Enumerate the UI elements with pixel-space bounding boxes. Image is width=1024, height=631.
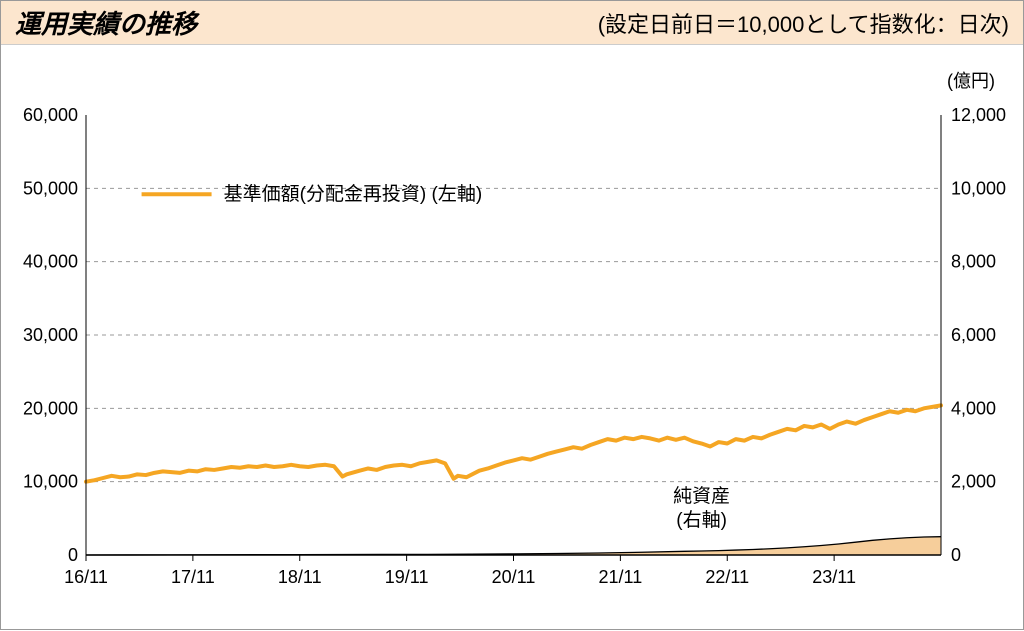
right-tick-label: 10,000 (951, 178, 1006, 198)
legend-label: 基準価額(分配金再投資) (左軸) (224, 183, 483, 205)
chart-svg: 0 10,000 20,000 30,000 40,000 50,000 60,000 0 2,… (1, 45, 1024, 631)
chart-subtitle: (設定日前日＝10,000として指数化：日次) (598, 7, 1009, 39)
left-tick-label: 50,000 (23, 178, 78, 198)
left-tick-label: 40,000 (23, 252, 78, 272)
right-tick-label: 8,000 (951, 252, 996, 272)
left-tick-label: 20,000 (23, 398, 78, 418)
x-tick-label: 19/11 (385, 567, 429, 587)
chart-container: 運用実績の推移 (設定日前日＝10,000として指数化：日次) (億円) 010… (0, 0, 1024, 630)
right-tick-label: 4,000 (951, 398, 996, 418)
annotation-text: 純資産 (673, 485, 730, 507)
left-tick-label: 30,000 (23, 325, 78, 345)
right-tick-label: 0 (951, 545, 961, 565)
annotation-text: (右軸) (676, 509, 727, 531)
left-tick-label: 0 (68, 545, 78, 565)
chart-title: 運用実績の推移 (15, 4, 197, 41)
chart-plot-area: (億円) 010,00020,00030,00040,00050,00060,0… (1, 45, 1023, 629)
x-tick-label: 22/11 (705, 567, 749, 587)
left-tick-label: 10,000 (23, 472, 78, 492)
title-bar: 運用実績の推移 (設定日前日＝10,000として指数化：日次) (1, 1, 1023, 45)
x-tick-label: 20/11 (492, 567, 536, 587)
right-tick-label: 12,000 (951, 105, 1006, 125)
x-tick-label: 21/11 (599, 567, 643, 587)
x-tick-label: 16/11 (64, 567, 108, 587)
nav-line (86, 405, 941, 481)
left-tick-label: 60,000 (23, 105, 78, 125)
x-tick-label: 23/11 (812, 567, 856, 587)
x-tick-label: 18/11 (278, 567, 322, 587)
right-tick-label: 6,000 (951, 325, 996, 345)
right-tick-label: 2,000 (951, 472, 996, 492)
x-tick-label: 17/11 (171, 567, 215, 587)
